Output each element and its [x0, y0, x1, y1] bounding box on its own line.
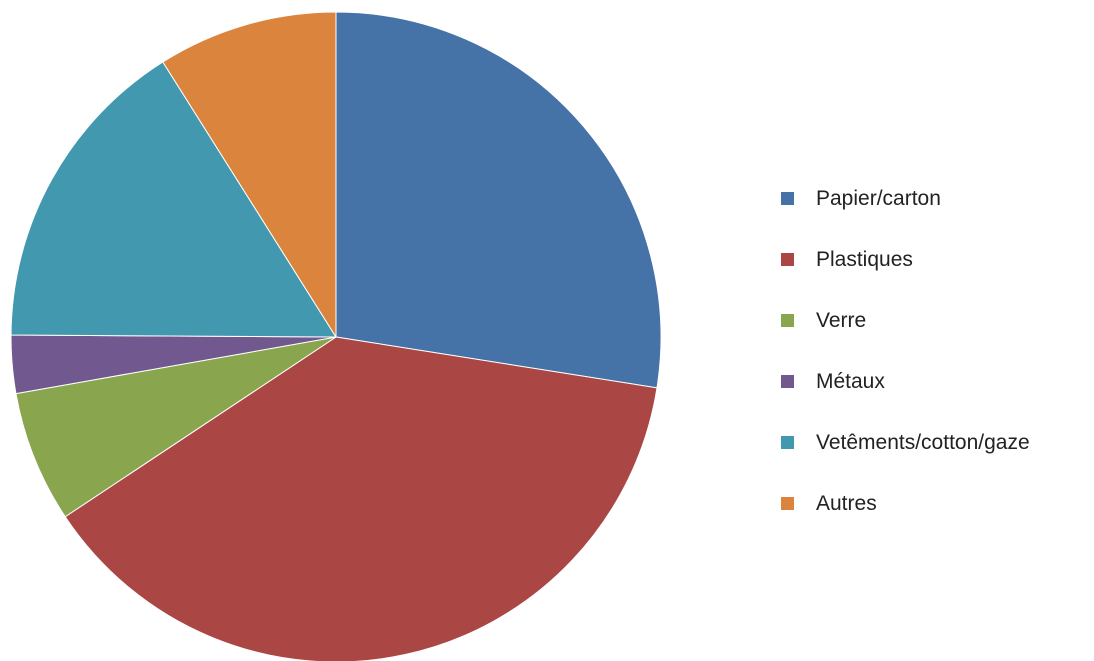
legend-swatch	[781, 253, 794, 266]
legend-item-vetements: Vetêments/cotton/gaze	[781, 412, 1091, 473]
legend-item-metaux: Métaux	[781, 351, 1091, 412]
legend-item-autres: Autres	[781, 473, 1091, 534]
legend-swatch	[781, 192, 794, 205]
pie-slice-plastiques	[64, 336, 658, 661]
legend-label: Verre	[816, 308, 867, 332]
pie-plot-area	[10, 11, 662, 661]
legend-label: Autres	[816, 491, 877, 515]
legend-label: Plastiques	[816, 247, 913, 271]
legend-item-papier-carton: Papier/carton	[781, 168, 1091, 229]
pie-slice-vetements-cotton-gaze	[10, 61, 337, 338]
legend-item-verre: Verre	[781, 290, 1091, 351]
legend-swatch	[781, 375, 794, 388]
pie-slice-verre	[15, 336, 337, 518]
legend-swatch	[781, 497, 794, 510]
legend-item-plastiques: Plastiques	[781, 229, 1091, 290]
legend-swatch	[781, 314, 794, 327]
legend-swatch	[781, 436, 794, 449]
legend-label: Vetêments/cotton/gaze	[816, 430, 1030, 454]
pie-slice-papier-carton	[335, 11, 662, 389]
legend-label: Métaux	[816, 369, 885, 393]
chart-legend: Papier/carton Plastiques Verre Métaux Ve…	[781, 168, 1091, 534]
pie-slice-autres	[162, 11, 337, 338]
legend-label: Papier/carton	[816, 186, 941, 210]
